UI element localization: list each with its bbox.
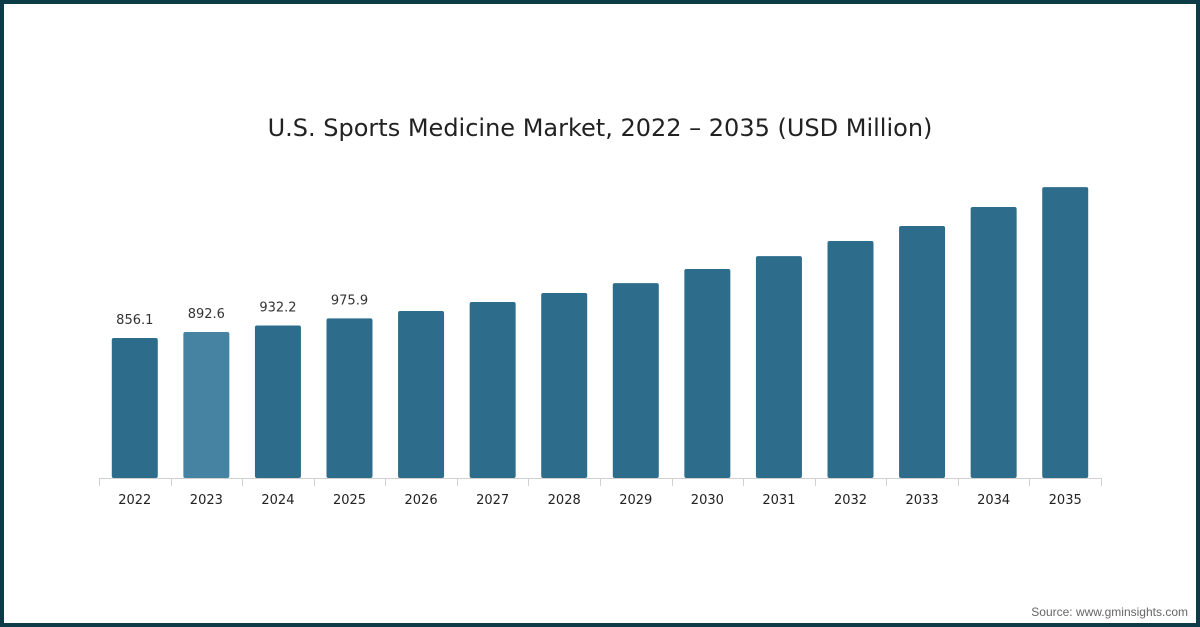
x-tick-label: 2034 [977,493,1010,508]
x-tick-label: 2022 [118,493,151,508]
bar-2033 [899,225,946,478]
bar-2024 [254,325,301,478]
chart-title: U.S. Sports Medicine Market, 2022 – 2035… [267,114,933,142]
x-tick-label: 2035 [1049,493,1082,508]
bar-2029 [612,283,659,478]
data-label: 932.2 [259,301,296,316]
bar-2026 [398,311,445,478]
source-note: Source: www.gminsights.com [1031,605,1188,619]
x-tick-label: 2023 [190,493,223,508]
data-label: 856.1 [116,313,153,328]
bar-2035 [1042,187,1089,478]
x-tick-label: 2028 [548,493,581,508]
x-tick-label: 2024 [261,493,294,508]
data-label: 892.6 [188,307,225,322]
x-tick-label: 2030 [691,493,724,508]
bar-2031 [755,256,802,478]
bar-2023 [183,332,230,478]
bar-2025 [326,318,373,478]
x-tick-label: 2031 [762,493,795,508]
x-tick-label: 2033 [906,493,939,508]
x-tick-label: 2027 [476,493,509,508]
bar-2032 [827,241,874,478]
bar-2028 [541,293,588,478]
x-tick-label: 2029 [619,493,652,508]
bar-2030 [684,269,731,478]
x-tick-label: 2032 [834,493,867,508]
data-label: 975.9 [331,293,368,308]
bar-2027 [469,302,516,478]
bar-2022 [111,338,158,478]
x-tick-label: 2026 [405,493,438,508]
x-tick-label: 2025 [333,493,366,508]
bar-2034 [970,207,1017,478]
